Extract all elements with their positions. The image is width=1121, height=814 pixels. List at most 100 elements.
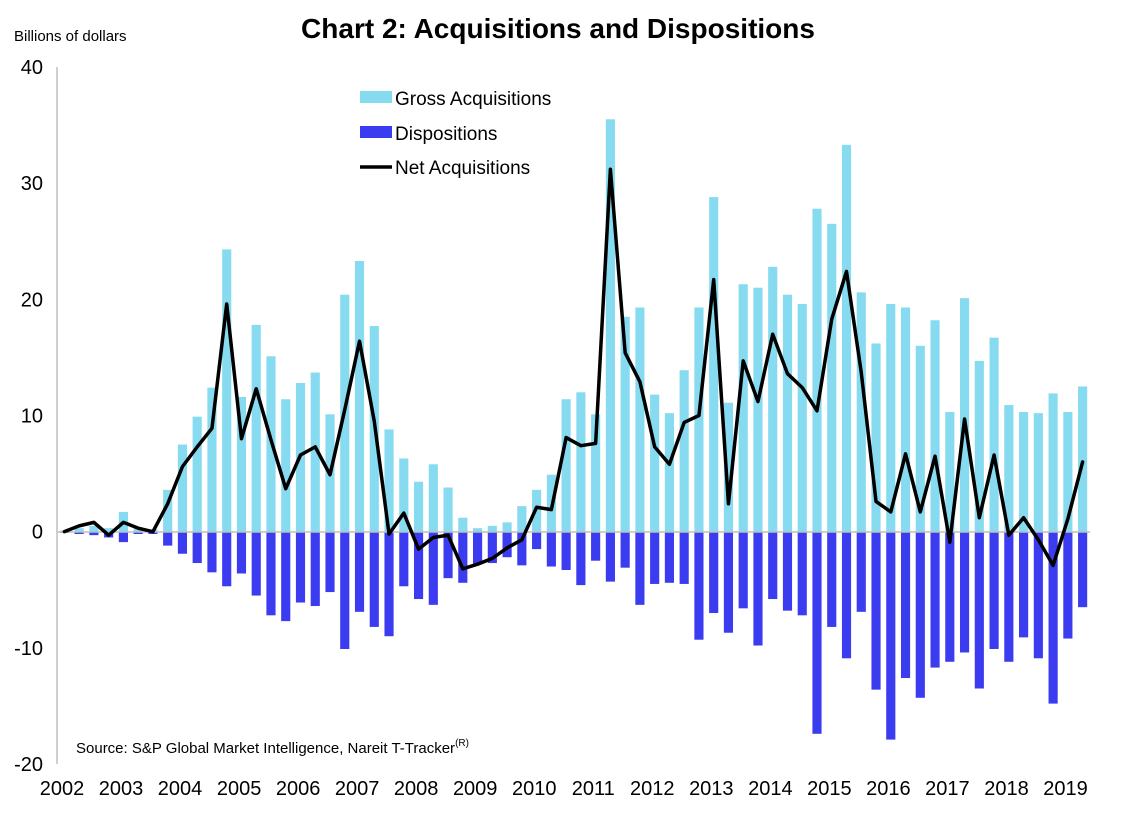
dispositions-bar xyxy=(487,531,497,564)
gross-acquisitions-bar xyxy=(163,489,173,532)
gross-acquisitions-bar xyxy=(620,316,630,532)
x-tick-label: 2008 xyxy=(394,778,439,800)
gross-acquisitions-bar xyxy=(1048,393,1058,532)
dispositions-bar xyxy=(945,531,955,662)
gross-acquisitions-bar xyxy=(812,208,822,532)
x-tick-label: 2010 xyxy=(512,778,557,800)
x-ticks: 2002 2003 2004 2005 2006 2007 2008 2009 2010 2011… xyxy=(40,778,1088,800)
dispositions-bar xyxy=(753,531,763,646)
gross-acquisitions-bar xyxy=(222,249,232,532)
dispositions-bar xyxy=(1033,531,1043,659)
dispositions-bar xyxy=(369,531,379,627)
dispositions-bar xyxy=(650,531,660,584)
gross-acquisitions-bar xyxy=(236,396,247,532)
gross-acquisitions-bar xyxy=(974,360,984,532)
dispositions-bar xyxy=(354,531,365,612)
gross-acquisitions-bar xyxy=(1019,412,1029,532)
legend-label-net: Net Acquisitions xyxy=(395,158,530,179)
dispositions-bar xyxy=(886,531,896,740)
gross-acquisitions-bar xyxy=(945,412,955,532)
gross-acquisitions-bar xyxy=(74,528,84,532)
legend-swatch-dispositions xyxy=(360,126,392,138)
dispositions-bar xyxy=(222,531,232,587)
gross-acquisitions-bar xyxy=(635,307,645,532)
dispositions-bar xyxy=(679,531,689,584)
gross-acquisitions-bar xyxy=(281,399,291,532)
dispositions-bar xyxy=(576,531,586,586)
dispositions-bar xyxy=(325,531,335,593)
gross-acquisitions-bar xyxy=(664,413,674,532)
dispositions-bar xyxy=(546,531,556,567)
dispositions-bar xyxy=(473,531,483,565)
dispositions-bar xyxy=(89,531,99,536)
gross-acquisitions-bar xyxy=(900,307,911,532)
x-tick-label: 2003 xyxy=(99,778,144,800)
dispositions-bar xyxy=(74,531,84,534)
source-superscript: (R) xyxy=(455,738,469,749)
x-tick-label: 2013 xyxy=(689,778,734,800)
dispositions-bar xyxy=(591,531,601,561)
dispositions-bar xyxy=(236,531,247,574)
gross-acquisitions-bar xyxy=(989,337,999,532)
legend-label-dispositions: Dispositions xyxy=(395,124,497,145)
gross-acquisitions-bar xyxy=(1033,413,1043,532)
gross-acquisitions-bar xyxy=(591,414,601,532)
chart-title: Chart 2: Acquisitions and Dispositions xyxy=(301,13,815,44)
gross-acquisitions-bar xyxy=(650,394,660,532)
dispositions-bar xyxy=(532,531,542,550)
x-tick-label: 2006 xyxy=(276,778,321,800)
dispositions-bar xyxy=(384,531,394,637)
x-tick-label: 2016 xyxy=(866,778,911,800)
dispositions-bar xyxy=(841,531,852,659)
y-tick-label: 20 xyxy=(21,289,43,311)
gross-acquisitions-bar xyxy=(413,481,424,532)
gross-acquisitions-bar xyxy=(768,266,778,532)
x-tick-label: 2005 xyxy=(217,778,262,800)
gross-acquisitions-bar xyxy=(738,284,748,532)
dispositions-bar xyxy=(1004,531,1014,662)
dispositions-bar xyxy=(827,531,837,627)
gross-acquisitions-bar xyxy=(576,392,586,532)
gross-acquisitions-bar xyxy=(458,517,468,532)
dispositions-bar xyxy=(605,531,615,582)
dispositions-bar xyxy=(177,531,188,554)
y-ticks: -20 -10 0 10 20 30 40 xyxy=(14,57,43,776)
gross-acquisitions-bar xyxy=(1004,405,1014,532)
y-tick-label: 10 xyxy=(21,406,43,428)
gross-acquisitions-bar xyxy=(841,144,852,532)
dispositions-bar xyxy=(989,531,999,649)
dispositions-bar xyxy=(664,531,674,583)
legend-swatch-gross xyxy=(360,91,392,103)
dispositions-bar xyxy=(900,531,911,679)
dispositions-bar xyxy=(443,531,453,579)
net-acquisitions-line xyxy=(62,167,1085,571)
gross-acquisitions-bar xyxy=(959,298,970,532)
dispositions-bar xyxy=(251,531,261,596)
dispositions-bar xyxy=(768,531,778,600)
x-tick-label: 2004 xyxy=(158,778,203,800)
y-tick-label: -20 xyxy=(14,754,43,776)
dispositions-bars xyxy=(59,531,1088,740)
dispositions-bar xyxy=(295,531,306,603)
gross-acquisitions-bar xyxy=(487,525,497,532)
dispositions-bar xyxy=(502,531,512,558)
dispositions-bar xyxy=(207,531,217,573)
gross-acquisitions-bar xyxy=(709,197,719,532)
gross-acquisitions-bar xyxy=(384,429,394,532)
dispositions-bar xyxy=(192,531,202,564)
gross-acquisitions-bar xyxy=(723,402,734,532)
gross-acquisitions-bar xyxy=(1063,412,1073,532)
gross-acquisitions-bar xyxy=(856,292,866,532)
dispositions-bar xyxy=(399,531,409,587)
y-tick-label: 30 xyxy=(21,173,43,195)
y-tick-label: 0 xyxy=(32,522,43,544)
dispositions-bar xyxy=(517,531,527,566)
dispositions-bar xyxy=(1019,531,1029,638)
legend: Gross Acquisitions Dispositions Net Acqu… xyxy=(360,89,551,179)
x-tick-label: 2015 xyxy=(807,778,852,800)
source-text: Source: S&P Global Market Intelligence, … xyxy=(76,740,455,757)
gross-acquisitions-bar xyxy=(104,528,114,532)
dispositions-bar xyxy=(310,531,320,607)
x-tick-label: 2009 xyxy=(453,778,498,800)
y-axis-label: Billions of dollars xyxy=(14,28,127,45)
